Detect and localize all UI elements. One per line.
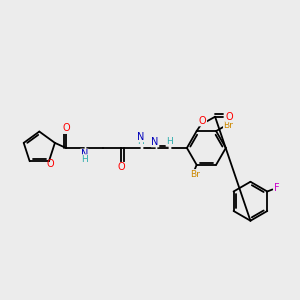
Text: O: O <box>46 159 54 169</box>
Text: H: H <box>137 137 144 146</box>
Text: O: O <box>118 162 125 172</box>
Text: O: O <box>199 116 207 126</box>
Text: N: N <box>81 149 88 159</box>
Text: H: H <box>81 155 88 164</box>
Text: O: O <box>62 124 70 134</box>
Text: H: H <box>166 137 173 146</box>
Text: N: N <box>137 132 145 142</box>
Text: N: N <box>152 137 159 147</box>
Text: Br: Br <box>190 169 200 178</box>
Text: Br: Br <box>224 122 233 130</box>
Text: F: F <box>274 183 279 194</box>
Text: O: O <box>226 112 233 122</box>
